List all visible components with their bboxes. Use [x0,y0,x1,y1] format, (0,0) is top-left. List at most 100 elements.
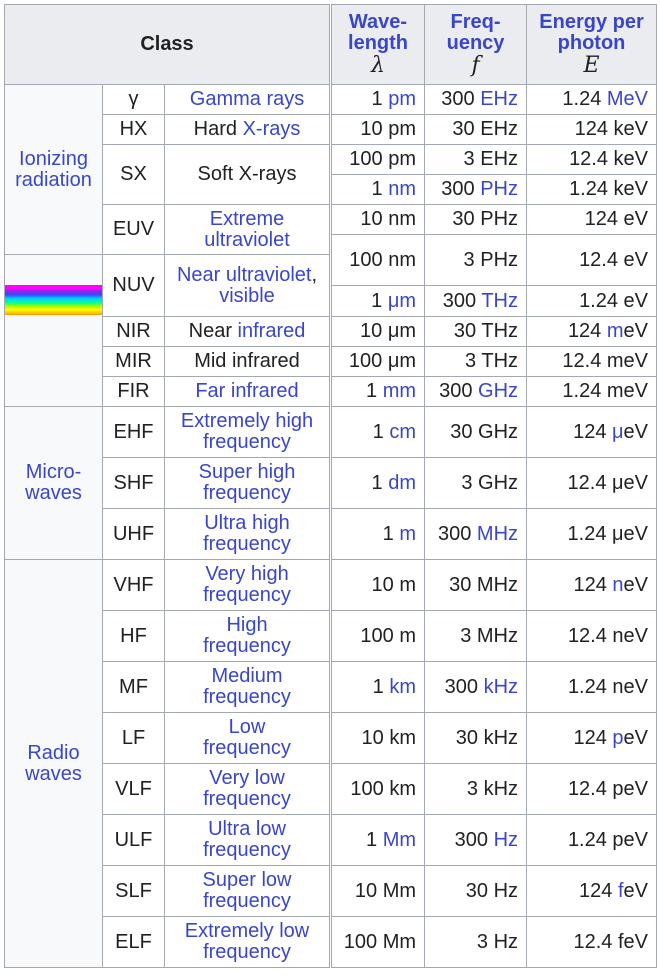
abbr: MIR [102,346,165,377]
text: Near [188,320,238,342]
wavelength: 100 km [329,763,426,815]
link[interactable]: n [612,573,624,596]
energy: 1.24 μeV [526,508,658,560]
link[interactable]: Super low frequency [202,869,292,912]
group: Micro- waves [4,406,103,560]
frequency: 30 THz [424,316,528,347]
link[interactable]: Micro- waves [25,461,82,504]
name: Gamma rays [163,84,332,115]
frequency: 300 kHz [424,661,528,713]
link[interactable]: THz [481,289,519,312]
link[interactable]: kHz [483,675,519,698]
text: 124 [573,726,613,749]
header-symbol: λ [371,52,385,78]
link[interactable]: visible [219,284,275,307]
link[interactable]: Extremely high frequency [180,410,314,453]
text: eV [623,726,649,749]
link[interactable]: Near ultraviolet [176,263,312,286]
energy: 12.4 feV [526,916,658,968]
frequency: 3 kHz [424,763,528,815]
name: High frequency [163,610,332,662]
energy: 1.24 meV [526,376,658,407]
wavelength: 10 m [329,559,426,611]
header-label[interactable]: Wave- length [348,10,409,54]
name: Soft X-rays [163,144,332,205]
link[interactable]: Ultra high frequency [203,512,291,555]
text: 300 [441,178,481,200]
link[interactable]: infrared [237,320,306,342]
link[interactable]: μ [612,420,624,443]
energy: 124 peV [526,712,658,764]
text: 124 [573,420,613,443]
wavelength: 1 Mm [329,814,426,866]
name: Near infrared [163,316,332,347]
wavelength: 100 nm [329,234,426,286]
link[interactable]: Hz [493,828,519,851]
text: 1 [382,522,400,545]
link[interactable]: Ionizing radiation [15,147,92,191]
frequency: 300 MHz [424,508,528,560]
link[interactable]: dm [388,471,417,494]
link[interactable]: Radio waves [25,741,82,785]
link[interactable]: m [606,320,624,342]
link[interactable]: GHz [478,380,519,402]
link[interactable]: EHz [480,88,519,110]
energy: 1.24 eV [526,285,658,317]
text: eV [623,879,649,902]
link[interactable]: Low frequency [203,716,291,759]
frequency: 3 GHz [424,457,528,509]
energy: 124 eV [526,204,658,235]
energy: 124 μeV [526,406,658,458]
text: eV [623,320,649,342]
abbr: ELF [102,916,165,968]
link[interactable]: Very high frequency [203,563,291,606]
link[interactable]: X-rays [242,118,301,140]
link[interactable]: Far infrared [195,380,299,402]
name: Extremely low frequency [163,916,332,968]
link[interactable]: m [399,522,417,545]
link[interactable]: Extremely low frequency [184,920,310,963]
wavelength: 10 km [329,712,426,764]
link[interactable]: Gamma rays [189,88,305,110]
text: 1 [372,675,390,698]
abbr: NIR [102,316,165,347]
link[interactable]: High frequency [203,614,291,657]
header-label[interactable]: Freq- uency [446,10,505,54]
link[interactable]: Medium frequency [203,665,291,708]
abbr: EUV [102,204,165,255]
header-label[interactable]: Energy per photon [539,10,644,54]
link[interactable]: Mm [382,828,417,851]
link[interactable]: p [612,726,624,749]
energy: 1.24 keV [526,174,658,205]
spectrum-table: Class Wave- length λ Freq- uency f Energy … [3,4,658,968]
link[interactable]: pm [388,88,417,110]
link[interactable]: km [389,675,417,698]
link[interactable]: f [617,879,624,902]
name: Hard X-rays [163,114,332,145]
frequency: 30 MHz [424,559,528,611]
link[interactable]: mm [382,380,417,402]
energy: 12.4 meV [526,346,658,377]
link[interactable]: Very low frequency [203,767,291,810]
link[interactable]: MHz [476,522,519,545]
link[interactable]: PHz [480,178,519,200]
name: Mid infrared [163,346,332,377]
energy: 124 feV [526,865,658,917]
wavelength: 1 nm [329,174,426,205]
text: 300 [437,522,477,545]
link[interactable]: Extreme ultraviolet [204,207,290,251]
link[interactable]: Super high frequency [198,461,296,504]
frequency: 300 GHz [424,376,528,407]
link[interactable]: Ultra low frequency [203,818,291,861]
frequency: 300 THz [424,285,528,317]
wavelength: 100 pm [329,144,426,175]
link[interactable]: MeV [606,88,649,110]
link[interactable]: μm [387,289,417,312]
link[interactable]: nm [388,178,417,200]
wavelength: 1 m [329,508,426,560]
frequency: 3 Hz [424,916,528,968]
frequency: 30 kHz [424,712,528,764]
name: Far infrared [163,376,332,407]
text: 1 [371,178,389,200]
link[interactable]: cm [389,420,417,443]
